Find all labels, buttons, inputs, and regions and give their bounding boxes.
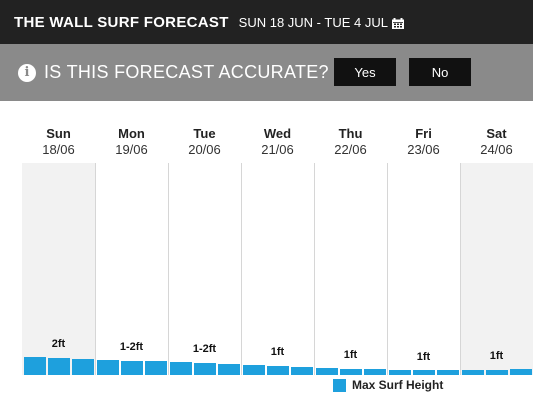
surf-height-bar[interactable] <box>145 361 167 375</box>
page-title: THE WALL SURF FORECAST <box>14 13 229 31</box>
day-header: Sun 18/06 <box>22 126 95 158</box>
surf-height-bar[interactable] <box>218 364 240 375</box>
surf-height-label: 1ft <box>416 351 431 363</box>
day-name: Thu <box>338 126 363 141</box>
day-header: Mon 19/06 <box>95 126 168 158</box>
day-name: Fri <box>415 126 432 141</box>
surf-height-bar[interactable] <box>389 370 411 375</box>
surf-height-bar[interactable] <box>364 369 386 375</box>
day-name: Sat <box>486 126 507 141</box>
surf-height-bar[interactable] <box>24 357 46 375</box>
surf-height-bar[interactable] <box>340 369 362 375</box>
surf-height-label: 1ft <box>343 349 358 361</box>
surf-height-bar[interactable] <box>437 370 459 375</box>
surf-height-bar[interactable] <box>486 370 508 375</box>
surf-height-bar[interactable] <box>170 362 192 375</box>
day-date: 20/06 <box>188 142 221 157</box>
day-header: Sat 24/06 <box>460 126 533 158</box>
day-date: 24/06 <box>480 142 513 157</box>
chart-legend: Max Surf Height <box>333 378 443 392</box>
surf-height-label: 2ft <box>51 338 66 350</box>
day-divider <box>95 163 96 375</box>
day-divider <box>168 163 169 375</box>
surf-height-label: 1-2ft <box>192 343 217 355</box>
surf-height-bar[interactable] <box>510 369 532 375</box>
surf-height-bar[interactable] <box>413 370 435 375</box>
day-divider <box>387 163 388 375</box>
surf-height-bar[interactable] <box>462 370 484 375</box>
day-name: Sun <box>46 126 71 141</box>
day-divider <box>314 163 315 375</box>
calendar-icon[interactable] <box>391 17 404 29</box>
info-icon: i <box>18 63 36 82</box>
day-date: 19/06 <box>115 142 148 157</box>
day-date: 18/06 <box>42 142 75 157</box>
day-name: Wed <box>263 126 292 141</box>
day-header: Thu 22/06 <box>314 126 387 158</box>
surf-height-bar[interactable] <box>194 363 216 375</box>
legend-swatch <box>333 378 346 392</box>
surf-height-bar[interactable] <box>267 366 289 375</box>
weekend-background <box>460 163 533 375</box>
date-range[interactable]: SUN 18 JUN - TUE 4 JUL <box>238 14 388 30</box>
day-headers: Sun 18/06 Mon 19/06 Tue 20/06 Wed 21/06 … <box>22 126 533 162</box>
forecast-header: THE WALL SURF FORECAST SUN 18 JUN - TUE … <box>0 0 533 44</box>
feedback-question: IS THIS FORECAST ACCURATE? <box>44 62 329 82</box>
surf-height-bar[interactable] <box>72 359 94 375</box>
surf-height-bar[interactable] <box>97 360 119 375</box>
day-date: 23/06 <box>407 142 440 157</box>
day-header: Tue 20/06 <box>168 126 241 158</box>
surf-height-label: 1-2ft <box>119 341 144 353</box>
surf-height-chart: 2ft 1-2ft 1-2ft 1ft 1ft 1ft 1ft <box>22 163 533 375</box>
surf-height-label: 1ft <box>489 350 504 362</box>
surf-height-label: 1ft <box>270 346 285 358</box>
day-header: Fri 23/06 <box>387 126 460 158</box>
day-divider <box>460 163 461 375</box>
no-button[interactable]: No <box>409 58 471 86</box>
day-header: Wed 21/06 <box>241 126 314 158</box>
surf-height-bar[interactable] <box>291 367 313 375</box>
day-name: Tue <box>193 126 216 141</box>
weekend-background <box>22 163 95 375</box>
surf-height-bar[interactable] <box>316 368 338 375</box>
legend-label: Max Surf Height <box>352 378 444 392</box>
day-date: 21/06 <box>261 142 294 157</box>
surf-height-bar[interactable] <box>121 361 143 375</box>
surf-height-bar[interactable] <box>48 358 70 375</box>
day-name: Mon <box>118 126 145 141</box>
yes-button[interactable]: Yes <box>334 58 396 86</box>
day-date: 22/06 <box>334 142 367 157</box>
day-divider <box>241 163 242 375</box>
forecast-feedback-bar: i IS THIS FORECAST ACCURATE? Yes No <box>0 44 533 101</box>
surf-height-bar[interactable] <box>243 365 265 375</box>
